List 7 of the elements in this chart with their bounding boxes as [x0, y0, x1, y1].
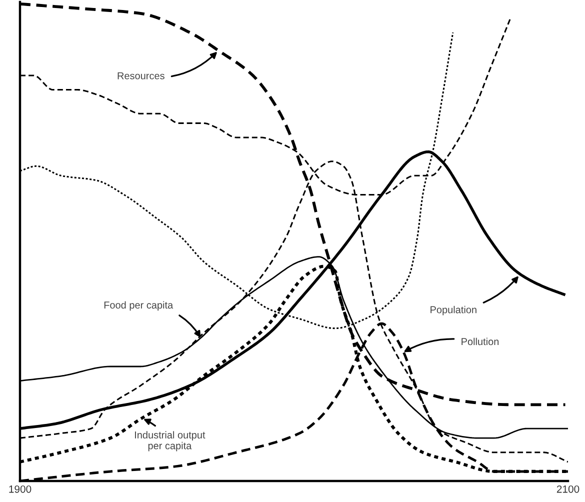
x-tick-label: 1900 — [9, 485, 32, 493]
annotation: Population — [430, 306, 476, 316]
annotation: Resources — [118, 72, 164, 80]
annotation: Industrial output per capita — [135, 431, 206, 452]
annotation: Food per capita — [104, 301, 174, 311]
annotation: Pollution — [462, 338, 499, 346]
x-tick-label: 2100 — [556, 485, 580, 493]
